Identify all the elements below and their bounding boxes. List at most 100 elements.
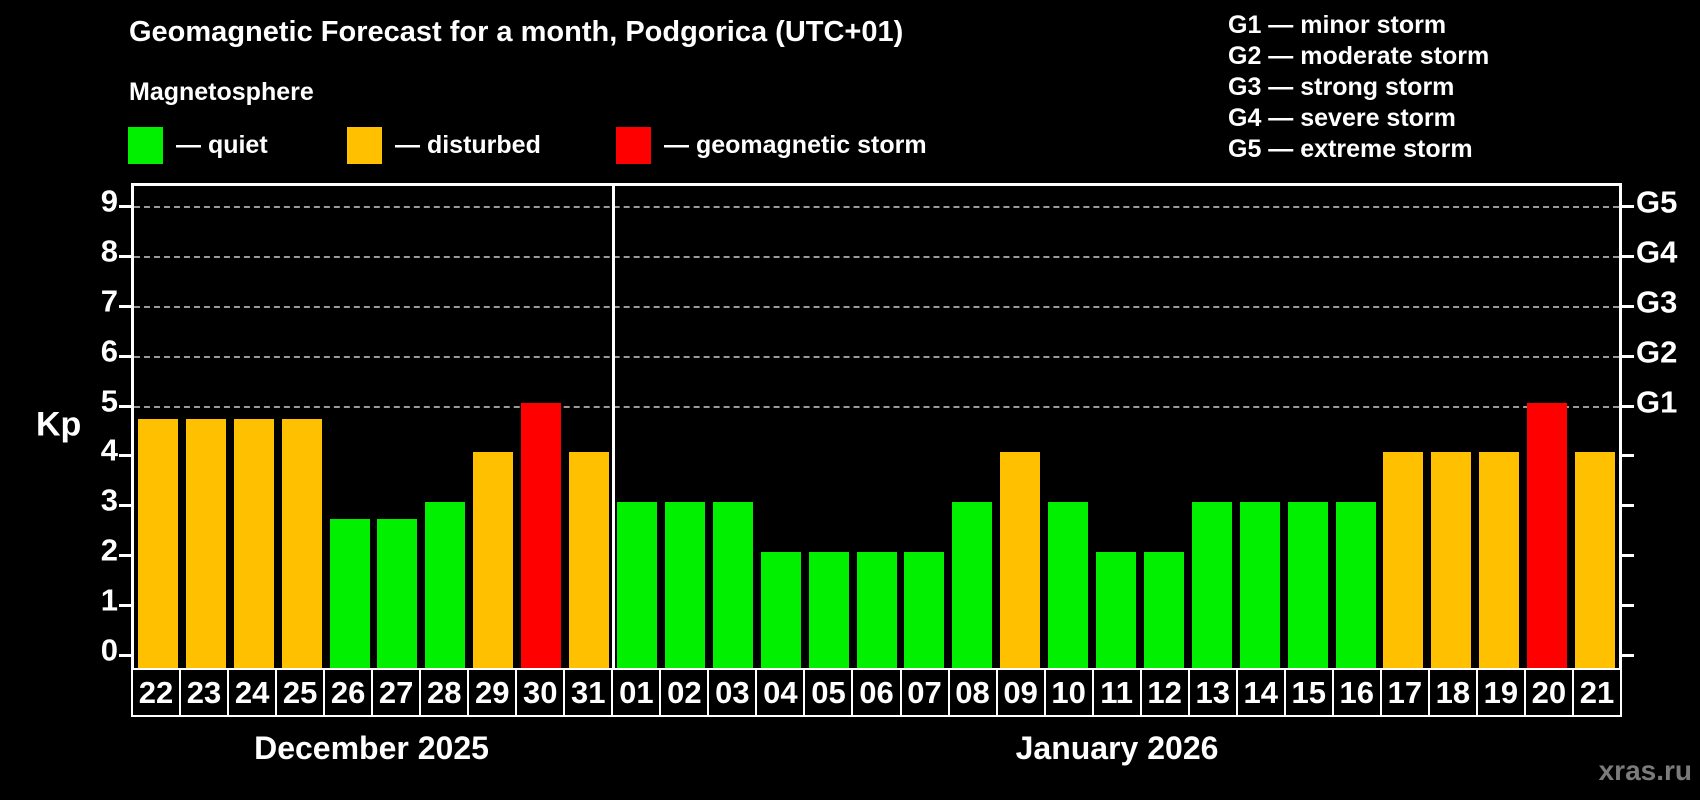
kp-bar-02 (664, 502, 705, 668)
left-tick-kp-8 (119, 254, 131, 258)
date-axis: 22 23 24 25 26 27 28 29 30 31 01 02 03 04 05 06 07 08 09 10… (131, 668, 1622, 717)
date-cell-30: 30 (515, 668, 566, 717)
date-cell-23: 23 (179, 668, 230, 717)
legend-item-quiet: — quiet (128, 126, 268, 164)
watermark-link[interactable]: xras.ru (1598, 755, 1692, 786)
kp-tick-label-5: 5 (100, 383, 118, 419)
right-tick-kp-9 (1622, 204, 1634, 208)
kp-bar-12 (1143, 552, 1184, 668)
kp-bar-10 (1048, 502, 1089, 668)
month-label-january: January 2026 (1015, 730, 1219, 766)
kp-bar-25 (281, 418, 322, 668)
date-cell-05: 05 (803, 668, 854, 717)
left-tick-kp-7 (119, 304, 131, 308)
date-cell-02: 02 (659, 668, 710, 717)
right-tick-kp-2 (1622, 554, 1634, 558)
plot-area (119, 183, 1634, 668)
g-tick-label-g5: G5 (1636, 184, 1678, 220)
date-cell-20: 20 (1523, 668, 1574, 717)
right-tick-kp-3 (1622, 504, 1634, 508)
kp-bar-19 (1479, 452, 1520, 668)
date-cell-12: 12 (1139, 668, 1190, 717)
kp-bar-15 (1287, 502, 1328, 668)
left-tick-kp-9 (119, 204, 131, 208)
kp-bar-06 (856, 552, 897, 668)
g-scale-legend: G1 — minor storm G2 — moderate storm G3 — … (1228, 10, 1489, 165)
right-tick-kp-1 (1622, 604, 1634, 608)
g-scale-legend-line-1: G1 — minor storm (1228, 11, 1447, 39)
date-cell-28: 28 (419, 668, 470, 717)
kp-bar-27 (377, 518, 418, 668)
left-tick-kp-3 (119, 504, 131, 508)
kp-bar-22 (137, 418, 178, 668)
date-cell-01: 01 (611, 668, 662, 717)
kp-bar-01 (616, 502, 657, 668)
gridline-kp-8 (134, 255, 1619, 258)
date-cell-17: 17 (1379, 668, 1430, 717)
magnetosphere-label: Magnetosphere (129, 78, 314, 106)
date-cell-14: 14 (1235, 668, 1286, 717)
gridline-kp-6 (134, 355, 1619, 358)
date-cell-22: 22 (131, 668, 182, 717)
date-cell-07: 07 (899, 668, 950, 717)
g-tick-label-g1: G1 (1636, 383, 1678, 419)
page-title: Geomagnetic Forecast for a month, Podgor… (129, 16, 904, 48)
kp-bar-23 (185, 418, 226, 668)
date-cell-16: 16 (1331, 668, 1382, 717)
legend-label-disturbed: — disturbed (395, 130, 541, 159)
legend-item-disturbed: — disturbed (347, 126, 541, 164)
date-cell-25: 25 (275, 668, 326, 717)
legend-swatch-storm (616, 126, 651, 164)
right-tick-kp-8 (1622, 254, 1634, 258)
date-cell-26: 26 (323, 668, 374, 717)
date-cell-15: 15 (1283, 668, 1334, 717)
right-tick-kp-0 (1622, 654, 1634, 657)
kp-tick-label-9: 9 (100, 183, 118, 219)
kp-bar-05 (808, 552, 849, 668)
date-cell-13: 13 (1187, 668, 1238, 717)
date-cell-11: 11 (1091, 668, 1142, 717)
g-tick-label-g2: G2 (1636, 333, 1678, 369)
right-tick-kp-5 (1622, 404, 1634, 408)
right-tick-kp-6 (1622, 354, 1634, 358)
kp-bar-13 (1191, 502, 1232, 668)
kp-bar-28 (425, 502, 466, 668)
right-tick-kp-4 (1622, 454, 1634, 458)
kp-tick-label-4: 4 (100, 432, 118, 468)
kp-bar-17 (1383, 452, 1424, 668)
gridline-kp-7 (134, 305, 1619, 308)
kp-bar-20 (1527, 402, 1568, 668)
kp-bar-14 (1239, 502, 1280, 668)
kp-bar-09 (1000, 452, 1041, 668)
left-tick-kp-6 (119, 354, 131, 358)
legend-swatch-disturbed (347, 126, 382, 164)
left-tick-kp-1 (119, 604, 131, 608)
month-divider (611, 186, 615, 668)
kp-tick-label-1: 1 (100, 582, 118, 618)
kp-bar-11 (1096, 552, 1137, 668)
date-cell-04: 04 (755, 668, 806, 717)
kp-tick-label-8: 8 (100, 233, 118, 269)
gridline-kp-5 (134, 405, 1619, 408)
date-cell-03: 03 (707, 668, 758, 717)
gridline-kp-9 (134, 205, 1619, 208)
kp-tick-label-3: 3 (100, 482, 118, 518)
kp-bar-03 (712, 502, 753, 668)
date-cell-09: 09 (995, 668, 1046, 717)
kp-tick-label-2: 2 (100, 532, 118, 568)
kp-tick-label-6: 6 (100, 333, 118, 369)
date-cell-08: 08 (947, 668, 998, 717)
kp-tick-label-0: 0 (100, 632, 118, 668)
left-tick-kp-4 (119, 454, 131, 458)
g-scale-legend-line-2: G2 — moderate storm (1228, 42, 1490, 70)
kp-bar-30 (521, 402, 562, 668)
date-cell-24: 24 (227, 668, 278, 717)
date-cell-19: 19 (1475, 668, 1526, 717)
right-tick-kp-7 (1622, 304, 1634, 308)
legend-swatch-quiet (128, 126, 163, 164)
date-cell-27: 27 (371, 668, 422, 717)
kp-bar-26 (329, 518, 370, 668)
legend-label-quiet: — quiet (176, 130, 268, 159)
g-scale-legend-line-3: G3 — strong storm (1228, 73, 1455, 101)
g-scale-legend-line-5: G5 — extreme storm (1228, 135, 1473, 163)
